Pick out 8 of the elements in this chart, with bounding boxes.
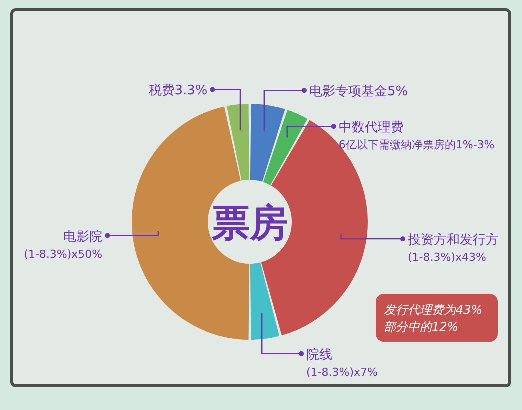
slice-label: 投资方和发行方 (1-8.3%)x43% bbox=[407, 232, 500, 264]
slice-label: 中数代理费 6亿以下需缴纳净票房的1%-3% bbox=[338, 120, 495, 152]
slice-label: 电影院 (1-8.3%)x50% bbox=[24, 230, 103, 261]
slice-label: 电影专项基金5% bbox=[309, 84, 408, 100]
text: 票房 bbox=[211, 201, 288, 245]
slice-label: 税费3.3% bbox=[148, 84, 208, 99]
slice-label: 院线 (1-8.3%)x7% bbox=[306, 348, 378, 379]
text: 发行代理费为43% 部分中的12% bbox=[384, 303, 483, 334]
